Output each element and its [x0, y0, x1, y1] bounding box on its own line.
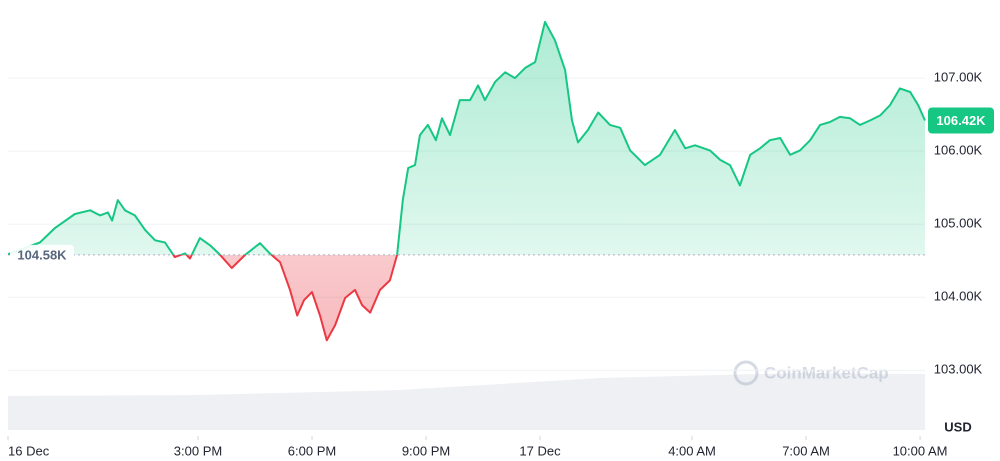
watermark-text: CoinMarketCap	[764, 363, 889, 382]
last-price-tag	[928, 107, 994, 134]
area-up	[8, 21, 925, 255]
y-tick-label: 104.00K	[934, 289, 983, 304]
y-tick-label: 106.00K	[934, 143, 983, 158]
volume-area	[8, 373, 925, 430]
y-tick-label: 103.00K	[934, 362, 983, 377]
x-tick-label: 3:00 PM	[174, 443, 222, 458]
price-line-up	[7, 20, 926, 255]
baseline-label: 104.58K	[17, 247, 67, 262]
last-price-label: 106.42K	[936, 113, 986, 128]
y-unit: USD	[944, 419, 971, 434]
baseline-label-bg	[10, 244, 74, 265]
area-down	[173, 254, 398, 341]
x-tick-label: 10:00 AM	[893, 443, 948, 458]
x-tick-label: 17 Dec	[519, 443, 561, 458]
x-tick-label: 6:00 PM	[288, 443, 336, 458]
x-tick-label: 4:00 AM	[668, 443, 716, 458]
y-tick-label: 107.00K	[934, 70, 983, 85]
price-line-down	[8, 254, 399, 342]
watermark: CoinMarketCap	[733, 360, 889, 386]
x-tick-label: 16 Dec	[8, 443, 50, 458]
x-tick-label: 9:00 PM	[402, 443, 450, 458]
x-tick-label: 7:00 AM	[782, 443, 830, 458]
y-tick-label: 105.00K	[934, 216, 983, 231]
